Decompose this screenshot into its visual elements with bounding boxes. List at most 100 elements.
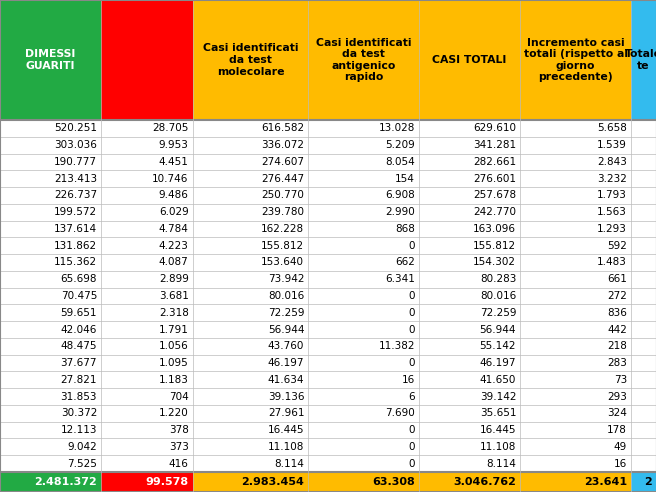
Bar <box>419 455 520 472</box>
Text: 629.610: 629.610 <box>473 123 516 133</box>
Text: 1.056: 1.056 <box>159 341 189 351</box>
Bar <box>0 120 101 137</box>
Text: 242.770: 242.770 <box>473 207 516 217</box>
Text: Totale
te: Totale te <box>625 49 656 71</box>
Bar <box>0 0 101 120</box>
Text: 4.784: 4.784 <box>159 224 189 234</box>
Bar <box>419 438 520 455</box>
Text: 7.690: 7.690 <box>385 408 415 418</box>
Text: CASI TOTALI: CASI TOTALI <box>432 55 507 65</box>
Text: 0: 0 <box>409 308 415 318</box>
Bar <box>419 288 520 305</box>
Bar <box>0 371 101 388</box>
Bar <box>631 137 656 154</box>
Bar <box>101 204 193 220</box>
Text: 162.228: 162.228 <box>261 224 304 234</box>
Text: 283: 283 <box>607 358 627 368</box>
Text: 178: 178 <box>607 425 627 435</box>
Text: 56.944: 56.944 <box>480 325 516 335</box>
Text: 154.302: 154.302 <box>473 257 516 268</box>
Text: 11.382: 11.382 <box>379 341 415 351</box>
Bar <box>308 154 419 170</box>
Bar <box>520 472 631 492</box>
Bar <box>308 455 419 472</box>
Text: 3.232: 3.232 <box>597 174 627 184</box>
Text: 2.899: 2.899 <box>159 274 189 284</box>
Bar <box>0 254 101 271</box>
Text: 5.658: 5.658 <box>597 123 627 133</box>
Text: 163.096: 163.096 <box>473 224 516 234</box>
Bar <box>0 288 101 305</box>
Text: 7.525: 7.525 <box>68 459 97 468</box>
Bar <box>520 455 631 472</box>
Text: 836: 836 <box>607 308 627 318</box>
Text: 2.983.454: 2.983.454 <box>241 477 304 487</box>
Bar <box>520 288 631 305</box>
Bar <box>308 388 419 405</box>
Bar <box>520 355 631 371</box>
Text: 416: 416 <box>169 459 189 468</box>
Bar <box>101 0 193 120</box>
Bar <box>631 120 656 137</box>
Text: 592: 592 <box>607 241 627 251</box>
Text: 153.640: 153.640 <box>261 257 304 268</box>
Text: 16.445: 16.445 <box>480 425 516 435</box>
Text: 5.209: 5.209 <box>385 140 415 150</box>
Bar <box>193 120 308 137</box>
Bar <box>631 170 656 187</box>
Text: 1.183: 1.183 <box>159 375 189 385</box>
Text: 30.372: 30.372 <box>61 408 97 418</box>
Bar <box>520 371 631 388</box>
Text: 43.760: 43.760 <box>268 341 304 351</box>
Bar <box>520 220 631 237</box>
Text: 27.821: 27.821 <box>60 375 97 385</box>
Bar <box>308 338 419 355</box>
Text: 154: 154 <box>395 174 415 184</box>
Bar <box>193 472 308 492</box>
Bar <box>520 0 631 120</box>
Bar <box>520 388 631 405</box>
Bar <box>419 338 520 355</box>
Bar <box>101 271 193 288</box>
Bar <box>193 271 308 288</box>
Text: 2.481.372: 2.481.372 <box>34 477 97 487</box>
Text: 4.087: 4.087 <box>159 257 189 268</box>
Bar <box>520 422 631 438</box>
Text: 272: 272 <box>607 291 627 301</box>
Bar <box>419 305 520 321</box>
Bar <box>101 422 193 438</box>
Text: 41.634: 41.634 <box>268 375 304 385</box>
Text: Casi identificati
da test
antigenico
rapido: Casi identificati da test antigenico rap… <box>316 37 411 82</box>
Text: 0: 0 <box>409 442 415 452</box>
Bar <box>419 371 520 388</box>
Text: 199.572: 199.572 <box>54 207 97 217</box>
Bar <box>193 422 308 438</box>
Text: 11.108: 11.108 <box>268 442 304 452</box>
Text: Casi identificati
da test
molecolare: Casi identificati da test molecolare <box>203 43 298 77</box>
Text: 2.843: 2.843 <box>597 157 627 167</box>
Bar <box>631 187 656 204</box>
Text: 73.942: 73.942 <box>268 274 304 284</box>
Bar <box>193 455 308 472</box>
Text: 250.770: 250.770 <box>261 190 304 200</box>
Bar <box>419 154 520 170</box>
Bar <box>193 137 308 154</box>
Text: 59.651: 59.651 <box>60 308 97 318</box>
Bar <box>308 438 419 455</box>
Bar <box>419 355 520 371</box>
Text: 65.698: 65.698 <box>60 274 97 284</box>
Bar <box>419 120 520 137</box>
Bar <box>193 288 308 305</box>
Bar <box>631 472 656 492</box>
Bar <box>308 288 419 305</box>
Bar <box>308 271 419 288</box>
Text: 1.793: 1.793 <box>597 190 627 200</box>
Bar <box>520 438 631 455</box>
Text: 35.651: 35.651 <box>480 408 516 418</box>
Bar <box>520 321 631 338</box>
Bar <box>631 271 656 288</box>
Text: 276.447: 276.447 <box>261 174 304 184</box>
Bar <box>101 455 193 472</box>
Bar <box>101 355 193 371</box>
Bar <box>520 305 631 321</box>
